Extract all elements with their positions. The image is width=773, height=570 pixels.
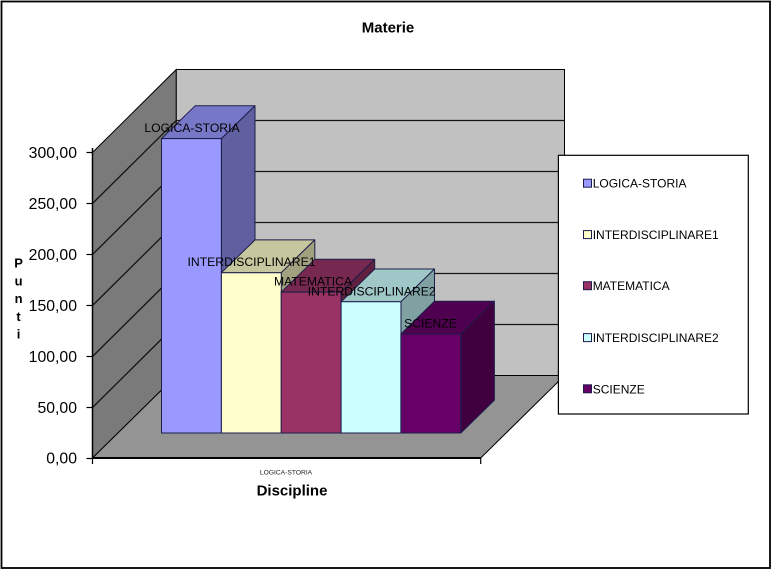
svg-text:Discipline: Discipline bbox=[257, 483, 328, 500]
svg-text:u: u bbox=[15, 273, 23, 288]
svg-text:Materie: Materie bbox=[362, 20, 415, 37]
svg-text:LOGICA-STORIA: LOGICA-STORIA bbox=[260, 470, 313, 477]
svg-text:P: P bbox=[14, 256, 23, 271]
svg-text:LOGICA-STORIA: LOGICA-STORIA bbox=[144, 121, 240, 135]
svg-text:LOGICA-STORIA: LOGICA-STORIA bbox=[593, 177, 687, 191]
svg-text:300,00: 300,00 bbox=[29, 145, 78, 162]
svg-text:50,00: 50,00 bbox=[37, 400, 77, 417]
svg-text:INTERDISCIPLINARE2: INTERDISCIPLINARE2 bbox=[593, 331, 719, 345]
svg-text:MATEMATICA: MATEMATICA bbox=[274, 275, 353, 289]
svg-text:200,00: 200,00 bbox=[29, 247, 78, 264]
svg-text:INTERDISCIPLINARE1: INTERDISCIPLINARE1 bbox=[188, 255, 316, 269]
svg-text:0,00: 0,00 bbox=[46, 451, 77, 468]
svg-text:250,00: 250,00 bbox=[29, 196, 78, 213]
svg-text:MATEMATICA: MATEMATICA bbox=[593, 279, 670, 293]
svg-text:t: t bbox=[16, 309, 21, 324]
svg-text:100,00: 100,00 bbox=[29, 349, 78, 366]
svg-text:INTERDISCIPLINARE2: INTERDISCIPLINARE2 bbox=[308, 284, 436, 298]
svg-text:n: n bbox=[15, 291, 23, 306]
svg-text:SCIENZE: SCIENZE bbox=[593, 382, 645, 396]
svg-text:SCIENZE: SCIENZE bbox=[404, 317, 457, 331]
svg-text:INTERDISCIPLINARE1: INTERDISCIPLINARE1 bbox=[593, 228, 719, 242]
svg-text:i: i bbox=[17, 327, 21, 342]
svg-text:150,00: 150,00 bbox=[29, 298, 78, 315]
